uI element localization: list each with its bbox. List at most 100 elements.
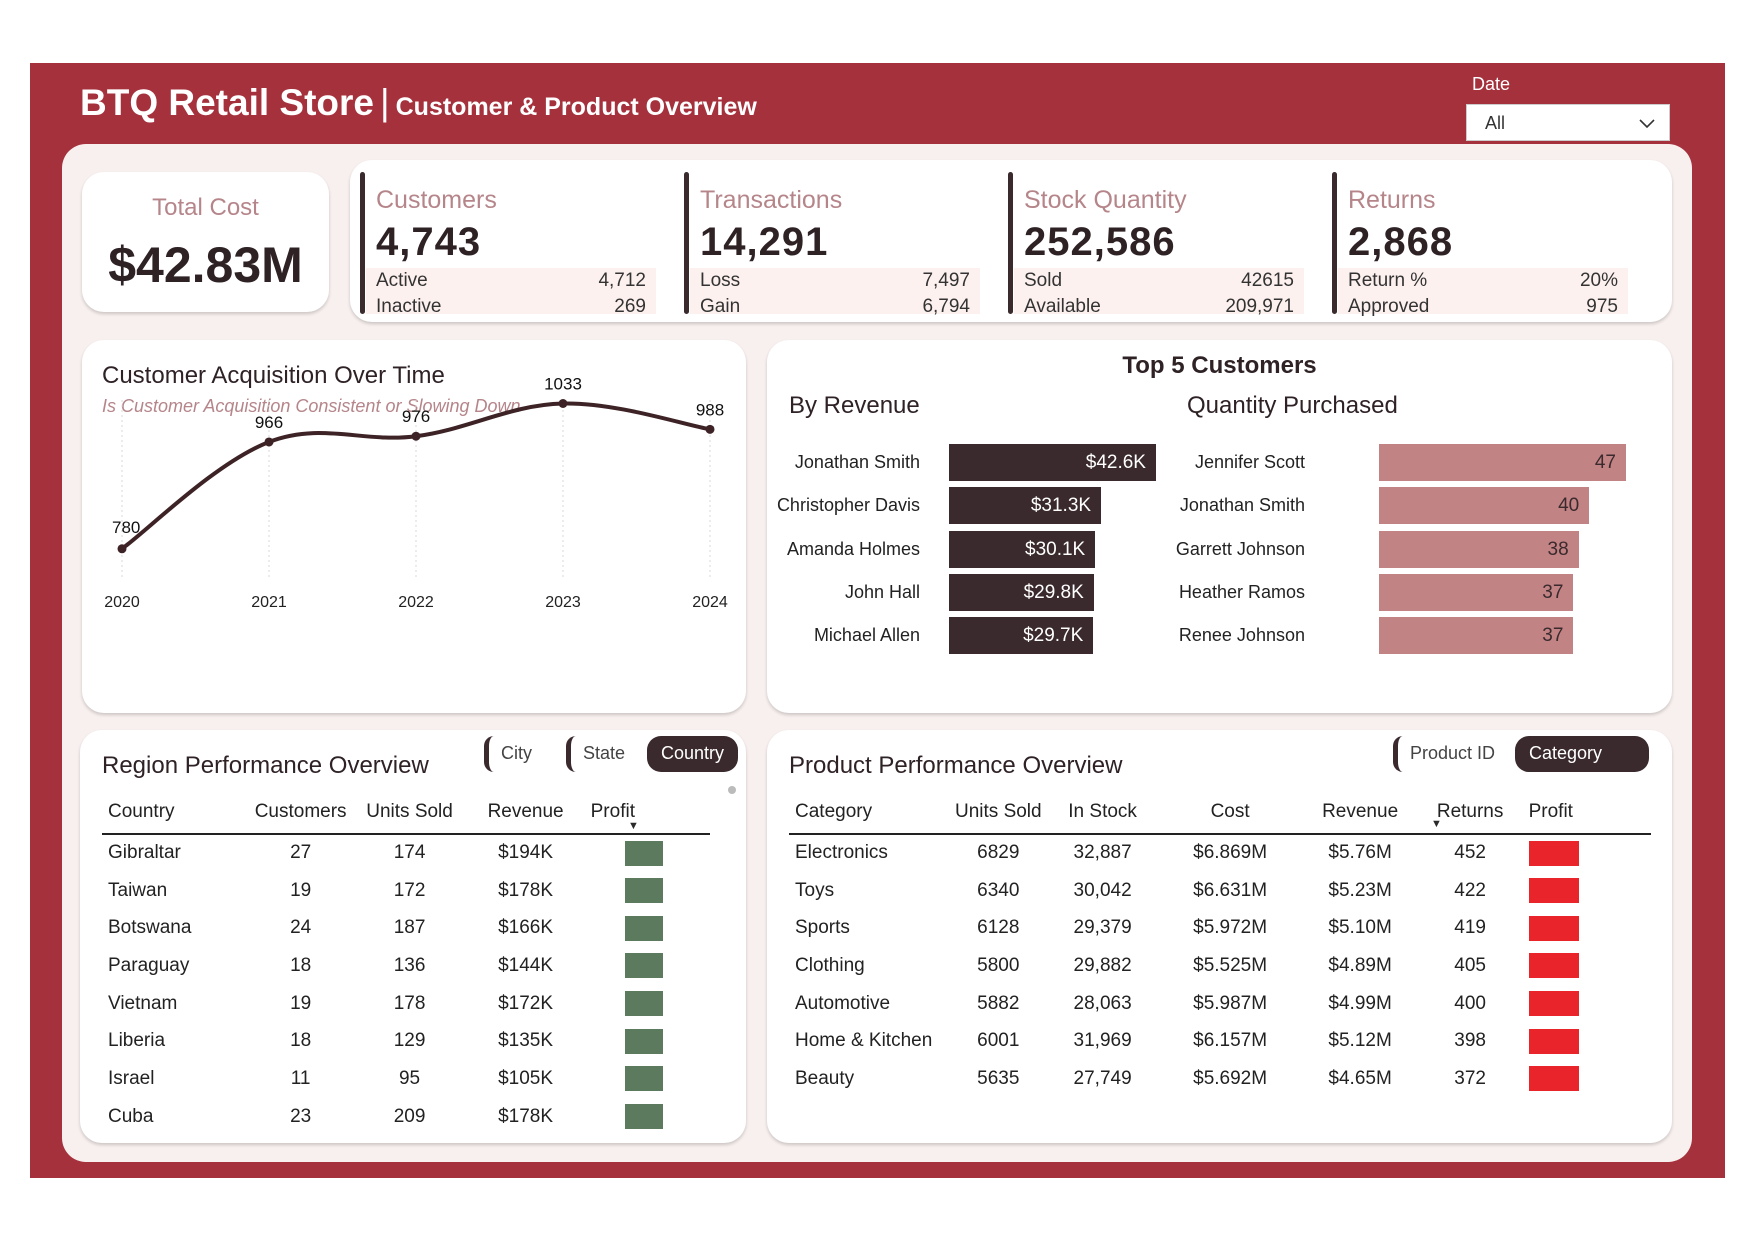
date-filter-dropdown[interactable]: All [1466,104,1670,141]
bar[interactable]: $42.6K [949,444,1156,481]
kpi-name: Returns [1348,186,1436,214]
data-label: 966 [255,413,283,432]
table-row[interactable]: Clothing 5800 29,882 $5.525M $4.89M 405 [789,947,1651,985]
column-header-customers[interactable]: Customers [248,790,353,835]
cell-cost: $6.157M [1193,1030,1268,1052]
profit-indicator [624,878,663,904]
cell-returns: 422 [1454,879,1486,901]
cell-units-sold: 5800 [977,954,1020,976]
table-row[interactable]: Israel 11 95 $105K [102,1060,710,1098]
cell-customers: 24 [290,917,312,939]
bar[interactable]: $30.1K [949,530,1096,568]
bar[interactable]: $29.7K [949,617,1094,655]
table-row[interactable]: Cuba 23 209 $178K [102,1098,710,1136]
cell-profit [585,834,710,872]
column-header-in-stock[interactable]: In Stock [1047,790,1158,835]
kpi-detail-row: Gain 6,794 [690,294,980,320]
table-row[interactable]: Toys 6340 30,042 $6.631M $5.23M 422 [789,872,1651,910]
toggle-state[interactable]: State [566,736,637,772]
cell-returns: 419 [1454,917,1486,939]
column-header-revenue[interactable]: Revenue [466,790,585,835]
bar-customer-name: Amanda Holmes [786,538,920,559]
bar[interactable]: 40 [1379,487,1590,525]
bar-value-label: $29.7K [1023,625,1084,647]
table-row[interactable]: Liberia 18 129 $135K [102,1022,710,1060]
table-row[interactable]: Vietnam 19 178 $172K [102,985,710,1023]
cell-in-stock: 30,042 [1073,879,1132,901]
bar[interactable]: 38 [1379,530,1579,568]
table-row[interactable]: Beauty 5635 27,749 $5.692M $4.65M 372 [789,1060,1651,1098]
kpi-returns: Returns 2,868 Return % 20% Approved 975 [1322,172,1628,317]
column-header-profit[interactable]: Profit [1522,790,1651,835]
toggle-country[interactable]: Country [647,736,739,772]
kpi-detail-label: Approved [1348,296,1430,317]
acquisition-title: Customer Acquisition Over Time [102,362,445,389]
cell-units-sold: 172 [393,879,426,901]
cell-country: Taiwan [108,879,168,901]
profit-indicator [1528,840,1579,866]
column-header-category[interactable]: Category [789,790,949,835]
cell-revenue: $105K [498,1067,554,1089]
kpi-value: 14,291 [700,220,829,264]
table-row[interactable]: Taiwan 19 172 $178K [102,872,710,910]
cell-revenue: $172K [498,992,554,1014]
bar[interactable]: 37 [1379,617,1574,655]
table-row[interactable]: Automotive 5882 28,063 $5.987M $4.99M 400 [789,985,1651,1023]
column-header-units-sold[interactable]: Units Sold [352,790,467,835]
cell-category: Electronics [795,842,888,864]
profit-indicator [624,1066,663,1092]
bar[interactable]: 37 [1379,573,1574,611]
column-header-returns[interactable]: Returns [1417,790,1523,835]
column-header-profit[interactable]: Profit [584,790,710,835]
x-tick-label: 2024 [692,594,728,611]
bar[interactable]: 47 [1379,444,1626,481]
table-row[interactable]: Home & Kitchen 6001 31,969 $6.157M $5.12M 398 [789,1022,1651,1060]
column-header-units-sold[interactable]: Units Sold [949,790,1048,835]
kpi-detail-label: Return % [1348,270,1428,291]
table-row[interactable]: Paraguay 18 136 $144K [102,947,710,985]
toggle-category[interactable]: Category [1515,736,1649,772]
bar[interactable]: $31.3K [949,487,1102,525]
scrollbar-thumb[interactable] [728,786,736,794]
cell-country: Paraguay [108,954,190,976]
toggle-city[interactable]: City [484,736,544,772]
cell-units-sold: 209 [393,1105,426,1127]
column-header-cost[interactable]: Cost [1157,790,1303,835]
kpi-detail: Active 4,712 Inactive 269 [366,268,656,317]
product-performance-card: Product Performance Overview Product ID … [767,730,1672,1143]
cell-category: Automotive [795,992,891,1014]
table-row[interactable]: Electronics 6829 32,887 $6.869M $5.76M 452 [789,834,1651,872]
column-header-country[interactable]: Country [102,790,249,835]
kpi-name: Stock Quantity [1024,186,1187,214]
bar-value-label: 47 [1594,452,1616,473]
cell-returns: 405 [1454,954,1486,976]
cell-customers: 27 [290,842,312,864]
cell-customers: 18 [290,1030,312,1052]
top5-revenue-title: By Revenue [789,392,920,419]
bar[interactable]: $29.8K [949,573,1094,611]
table-row[interactable]: Gibraltar 27 174 $194K [102,834,710,872]
cell-revenue: $178K [498,879,554,901]
kpi-name: Transactions [700,186,843,214]
column-header-revenue[interactable]: Revenue [1302,790,1418,835]
kpi-transactions: Transactions 14,291 Loss 7,497 Gain 6,794 [674,172,980,317]
kpi-detail-label: Loss [700,270,741,291]
data-label: 988 [696,400,724,419]
cell-profit [585,985,710,1023]
table-row[interactable]: Sports 6128 29,379 $5.972M $5.10M 419 [789,909,1651,947]
region-table: Country Customers Units Sold Revenue Pro… [102,790,710,1136]
bar-value-label: $31.3K [1030,495,1092,517]
cell-revenue: $178K [498,1105,554,1127]
cell-category: Home & Kitchen [795,1030,933,1052]
table-row[interactable]: Botswana 24 187 $166K [102,909,710,947]
cell-country: Israel [108,1067,155,1089]
sort-desc-icon[interactable]: ▼ [628,820,639,832]
bar-value-label: 38 [1547,538,1569,560]
kpi-detail-value: 42615 [1241,270,1294,291]
kpi-detail-row: Return % 20% [1338,268,1628,294]
kpi-value: 4,743 [376,220,482,264]
toggle-product-id[interactable]: Product ID [1393,736,1507,772]
cell-units-sold: 174 [393,842,426,864]
sort-desc-icon[interactable]: ▼ [1431,818,1442,830]
cell-profit [1523,947,1651,985]
